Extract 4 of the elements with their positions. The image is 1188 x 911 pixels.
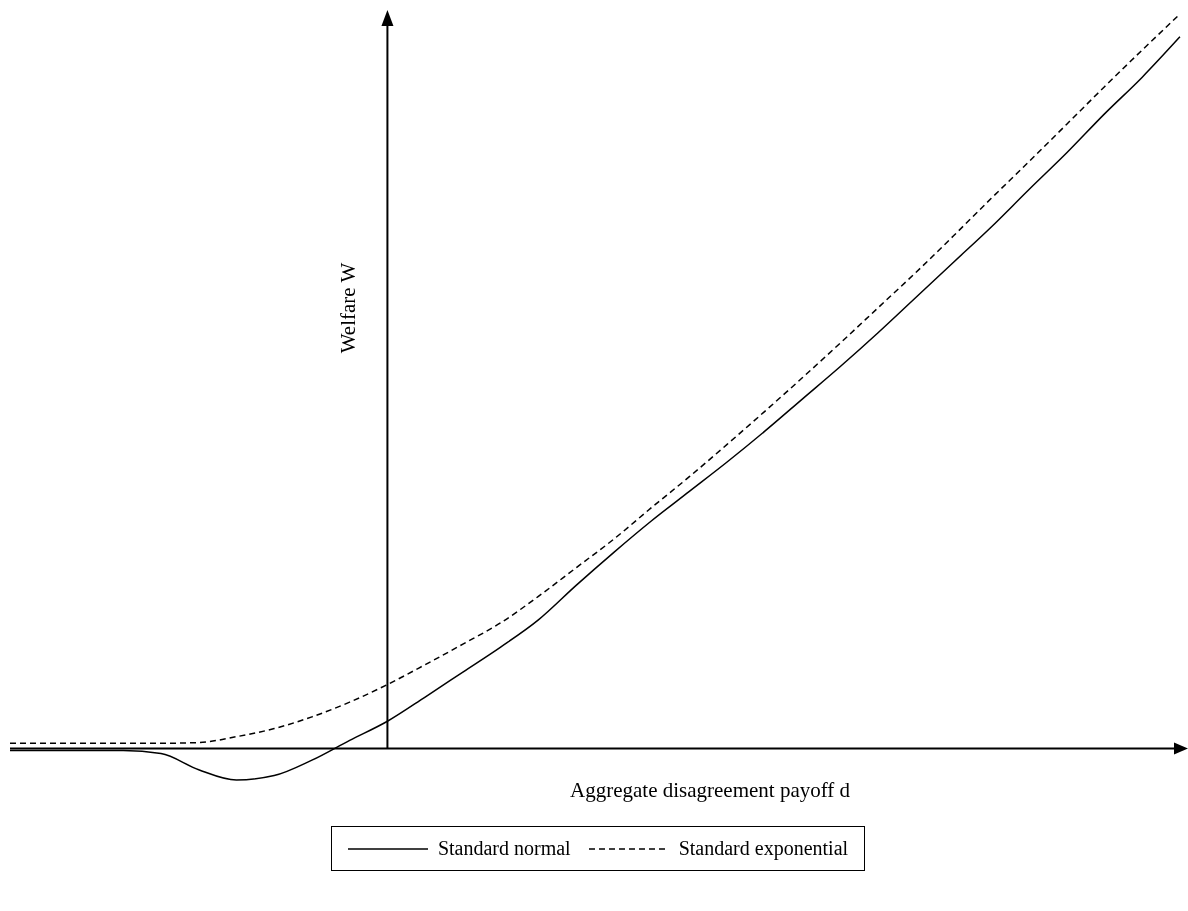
legend-label: Standard exponential — [678, 837, 849, 860]
x-axis-title: Aggregate disagreement payoff d — [570, 778, 851, 803]
y-axis-title: Welfare W — [335, 262, 361, 354]
legend-label: Standard normal — [437, 837, 571, 860]
